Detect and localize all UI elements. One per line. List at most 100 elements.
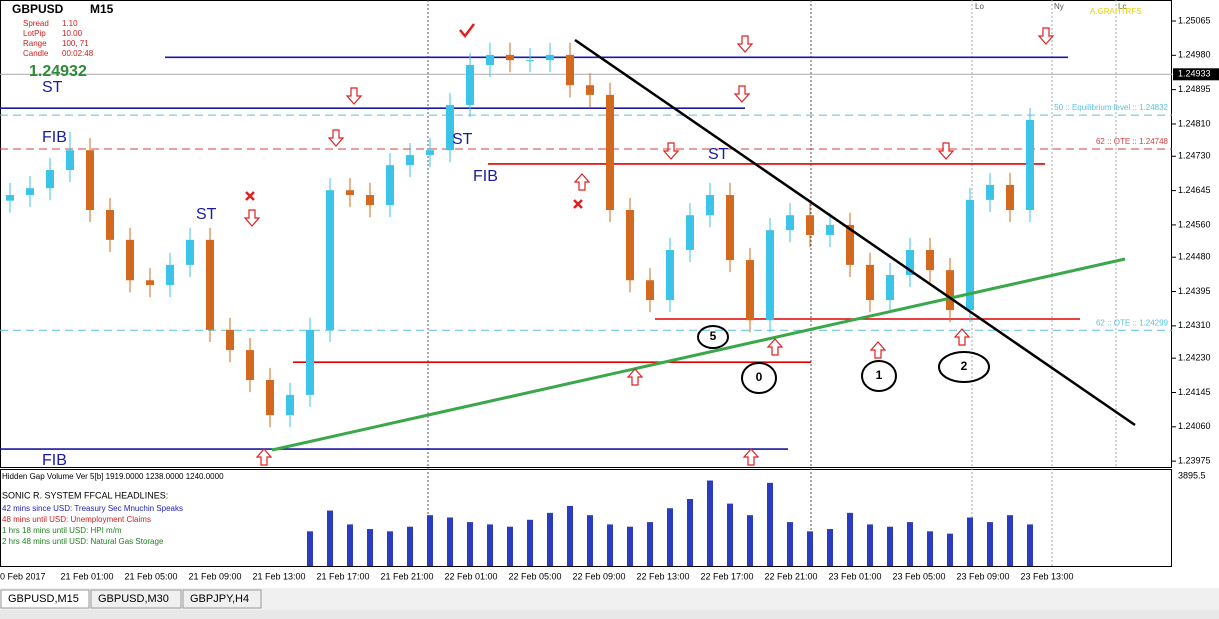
tab-label[interactable]: GBPUSD,M15 <box>8 593 79 605</box>
candle-body <box>466 65 474 105</box>
volume-bar <box>387 531 393 566</box>
volume-bar <box>347 524 353 566</box>
volume-bar <box>947 533 953 566</box>
volume-bar <box>307 531 313 566</box>
candle-body <box>6 195 14 201</box>
x-tick-label: 23 Feb 13:00 <box>1020 571 1073 581</box>
candle-body <box>1026 119 1034 210</box>
x-mark <box>573 199 583 209</box>
tab-label[interactable]: GBPJPY,H4 <box>190 593 249 605</box>
y-tick-label: 1.24730 <box>1178 151 1211 161</box>
candle-body <box>286 394 294 416</box>
x-tick-label: 21 Feb 13:00 <box>252 571 305 581</box>
info-value: 100, 71 <box>62 39 89 48</box>
candle-body <box>106 209 114 240</box>
volume-title: Hidden Gap Volume Ver 5[b] 1919.0000 123… <box>2 472 224 481</box>
candle-body <box>406 155 414 166</box>
volume-bar <box>787 522 793 566</box>
candle-body <box>886 274 894 301</box>
x-tick-label: 22 Feb 17:00 <box>700 571 753 581</box>
candle-body <box>366 195 374 206</box>
headline: 42 mins since USD: Treasury Sec Mnuchin … <box>2 504 183 513</box>
session-label: Lo <box>975 2 984 11</box>
candle-body <box>666 249 674 301</box>
x-tick-label: 0 Feb 2017 <box>0 571 46 581</box>
candle-body <box>706 195 714 216</box>
level-label: 62 :: OTE :: 1.24299 <box>1096 318 1169 327</box>
tab[interactable] <box>182 589 262 609</box>
info-label: Spread <box>23 19 49 28</box>
annotation: FIB <box>42 452 67 469</box>
candle-body <box>526 60 534 62</box>
arrows <box>243 27 1055 466</box>
candle-body <box>646 280 654 301</box>
x-tick-label: 23 Feb 01:00 <box>828 571 881 581</box>
candle-body <box>206 239 214 330</box>
candle-body <box>326 190 334 330</box>
trend-line <box>271 257 1126 452</box>
annotation: FIB <box>473 168 498 185</box>
annotation: 2 <box>961 359 968 373</box>
info-value: 00:02:48 <box>62 49 94 58</box>
annotation: ST <box>42 79 63 96</box>
up-arrow <box>869 341 887 359</box>
candle-body <box>746 260 754 321</box>
candle-body <box>146 280 154 286</box>
candle-body <box>266 379 274 416</box>
tab[interactable] <box>90 589 182 609</box>
candle-body <box>546 54 554 61</box>
volume-tick-label: 3895.5 <box>1178 470 1206 480</box>
volume-bar <box>507 526 513 566</box>
down-arrow <box>327 129 345 147</box>
down-arrow <box>662 142 680 160</box>
y-tick-label: 1.24895 <box>1178 84 1211 94</box>
y-tick-label: 1.24145 <box>1178 387 1211 397</box>
candle-body <box>786 215 794 231</box>
tab-label[interactable]: GBPUSD,M30 <box>98 593 169 605</box>
candle-body <box>426 150 434 156</box>
volume-bar <box>607 524 613 566</box>
candle-body <box>26 188 34 196</box>
y-tick-label: 1.24480 <box>1178 252 1211 262</box>
candle-body <box>46 169 54 189</box>
x-marks <box>245 23 583 209</box>
x-tick-label: 23 Feb 09:00 <box>956 571 1009 581</box>
candle-body <box>306 329 314 395</box>
up-arrow <box>573 173 591 191</box>
x-tick-label: 22 Feb 05:00 <box>508 571 561 581</box>
volume-bar <box>547 512 553 566</box>
candle-body <box>486 54 494 66</box>
session-lines <box>427 0 1117 566</box>
volume-bar <box>987 522 993 566</box>
tab[interactable] <box>0 589 90 609</box>
volume-bar <box>1007 515 1013 566</box>
volume-bar <box>587 515 593 566</box>
candle-body <box>126 239 134 281</box>
session-label: Ny <box>1054 2 1064 11</box>
x-tick-label: 23 Feb 05:00 <box>892 571 945 581</box>
candle-body <box>926 249 934 271</box>
info-value: 10.00 <box>62 29 83 38</box>
candle-body <box>226 329 234 351</box>
volume-bar <box>427 515 433 566</box>
candle-body <box>906 249 914 275</box>
volume-bar <box>627 526 633 566</box>
up-arrow <box>255 448 273 466</box>
x-tick-label: 21 Feb 17:00 <box>316 571 369 581</box>
headlines-title: SONIC R. SYSTEM FFCAL HEADLINES: <box>2 490 168 500</box>
trend-line <box>574 38 1136 427</box>
volume-bar <box>447 517 453 566</box>
y-tick-label: 1.24645 <box>1178 185 1211 195</box>
volume-bar <box>467 522 473 566</box>
x-tick-label: 21 Feb 21:00 <box>380 571 433 581</box>
x-tick-label: 22 Feb 09:00 <box>572 571 625 581</box>
current-price-label: 1.24933 <box>1178 69 1211 79</box>
candle-body <box>766 230 774 321</box>
down-arrow <box>733 85 751 103</box>
x-tick-label: 21 Feb 09:00 <box>188 571 241 581</box>
volume-bar <box>767 482 773 566</box>
volume-bar <box>1027 524 1033 566</box>
volume-bar <box>667 508 673 566</box>
info-value: 1.10 <box>62 19 78 28</box>
x-mark <box>245 191 255 201</box>
